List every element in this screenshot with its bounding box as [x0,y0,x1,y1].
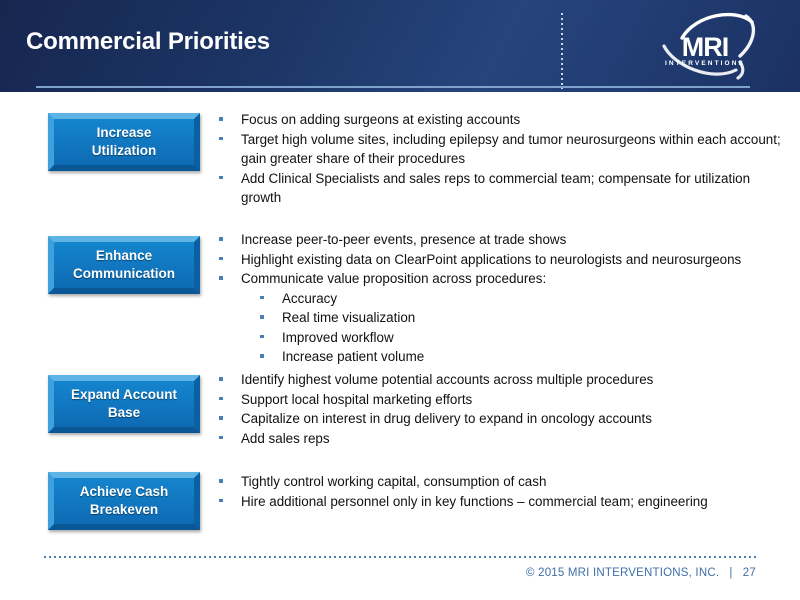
bullet-dot-icon [219,396,223,400]
logo-wordmark: MRI [681,32,730,62]
bullet-dot-icon [219,237,223,241]
priority-button-increase-utilization[interactable]: Increase Utilization [48,113,200,171]
header-dotted-divider [561,13,563,89]
priority-button-label: Increase Utilization [91,125,157,158]
bullet-dot-icon [219,136,223,140]
bullet-item: Communicate value proposition across pro… [216,269,782,289]
bullet-text: Identify highest volume potential accoun… [241,372,654,387]
priority-button-achieve-cash-breakeven[interactable]: Achieve Cash Breakeven [48,472,200,530]
sub-bullet-item: Real time visualization [216,308,782,328]
bullet-text: Increase peer-to-peer events, presence a… [241,232,567,247]
footer-copyright: © 2015 MRI INTERVENTIONS, INC. | 27 [526,567,756,579]
bullet-text: Target high volume sites, including epil… [241,131,781,167]
bullet-text: Capitalize on interest in drug delivery … [241,411,652,426]
bullet-text: Focus on adding surgeons at existing acc… [241,112,521,127]
slide-header-band: Commercial Priorities MRI INTERVENTIONS [0,0,800,92]
priority-button-expand-account-base[interactable]: Expand Account Base [48,375,200,433]
bullet-dot-icon [219,435,223,439]
footer-dotted-rule [44,556,756,558]
bullet-dot-icon [219,498,223,502]
page-title: Commercial Priorities [26,28,270,55]
bullet-dot-icon [219,256,223,260]
bullet-text: Highlight existing data on ClearPoint ap… [241,251,742,267]
bullet-dot-icon [219,175,223,179]
bullet-dot-icon [219,377,223,381]
bullet-dot-icon [219,276,223,280]
bullet-text: Increase patient volume [282,349,425,364]
bullet-list-enhance-communication: Increase peer-to-peer events, presence a… [216,230,782,367]
bullet-dot-icon [260,334,264,338]
priority-button-label: Achieve Cash Breakeven [79,484,169,517]
header-rule [36,86,750,88]
bullet-text: Support local hospital marketing efforts [241,391,473,407]
bullet-item: Capitalize on interest in drug delivery … [216,409,782,429]
bullet-item: Support local hospital marketing efforts [216,390,782,410]
bullet-list-increase-utilization: Focus on adding surgeons at existing acc… [216,110,782,208]
bullet-dot-icon [219,479,223,483]
bullet-item: Tightly control working capital, consump… [216,472,782,492]
bullet-text: Add Clinical Specialists and sales reps … [241,170,751,206]
bullet-item: Identify highest volume potential accoun… [216,370,782,390]
bullet-dot-icon [260,315,264,319]
priority-button-label: Enhance Communication [72,248,175,281]
ellipse-swoosh-icon [662,12,756,80]
bullet-text: Accuracy [282,290,338,306]
bullet-item: Hire additional personnel only in key fu… [216,492,782,512]
priority-button-enhance-communication[interactable]: Enhance Communication [48,236,200,294]
sub-bullet-item: Improved workflow [216,328,782,348]
bullet-list-expand-account-base: Identify highest volume potential accoun… [216,370,782,448]
bullet-item: Add sales reps [216,429,782,449]
bullet-text: Tightly control working capital, consump… [241,474,547,489]
bullet-item: Increase peer-to-peer events, presence a… [216,230,782,250]
bullet-item: Add Clinical Specialists and sales reps … [216,169,782,208]
sub-bullet-item: Accuracy [216,289,782,309]
logo-tagline: INTERVENTIONS [665,60,745,67]
mri-interventions-logo: MRI INTERVENTIONS [640,12,770,86]
bullet-list-achieve-cash-breakeven: Tightly control working capital, consump… [216,472,782,511]
bullet-item: Target high volume sites, including epil… [216,130,782,169]
bullet-text: Communicate value proposition across pro… [241,271,547,286]
bullet-text: Add sales reps [241,430,330,446]
bullet-dot-icon [219,117,223,121]
bullet-dot-icon [260,354,264,358]
sub-bullet-item: Increase patient volume [216,347,782,367]
bullet-item: Focus on adding surgeons at existing acc… [216,110,782,130]
bullet-text: Hire additional personnel only in key fu… [241,493,708,509]
bullet-item: Highlight existing data on ClearPoint ap… [216,250,782,270]
bullet-text: Real time visualization [282,310,416,325]
bullet-dot-icon [219,416,223,420]
bullet-text: Improved workflow [282,329,394,345]
priority-button-label: Expand Account Base [70,387,177,420]
bullet-dot-icon [260,295,264,299]
